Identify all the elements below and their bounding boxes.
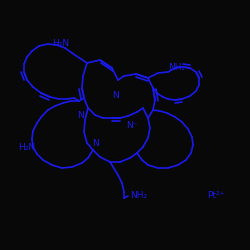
Text: NH₂: NH₂ [168, 64, 185, 72]
Text: H₂N: H₂N [18, 144, 35, 152]
Text: N⁻: N⁻ [77, 112, 88, 120]
Text: N⁻: N⁻ [126, 120, 138, 130]
Text: NH₂: NH₂ [130, 190, 147, 200]
Text: N: N [92, 138, 99, 147]
Text: Pt²⁺: Pt²⁺ [207, 190, 224, 200]
Text: H₂N: H₂N [52, 38, 69, 48]
Text: N: N [112, 92, 119, 100]
